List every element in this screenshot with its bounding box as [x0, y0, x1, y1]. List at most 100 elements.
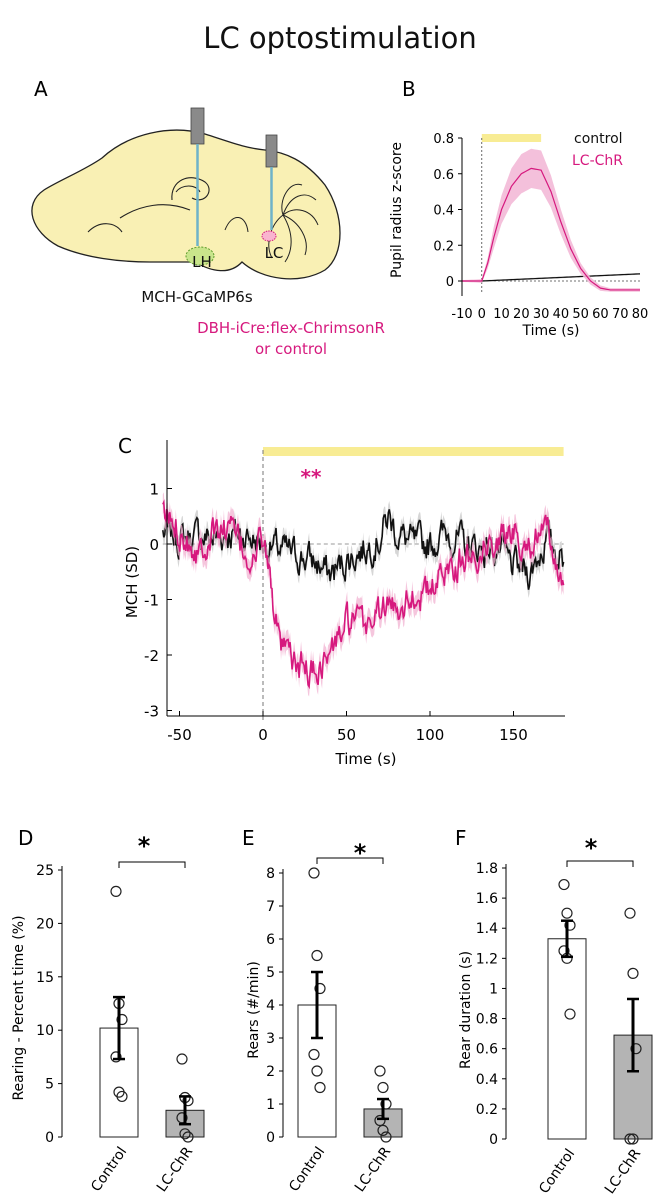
f-ytick-label: 0.8: [476, 1012, 498, 1028]
f-bar-control: [547, 938, 587, 1140]
panel-b-ytick-label: 0.2: [433, 239, 454, 254]
panel-b-xtick-label: 30: [533, 307, 550, 322]
d-point: [176, 1112, 188, 1124]
e-point: [374, 1114, 386, 1127]
panel-c-ytick-label: -2: [144, 647, 159, 665]
f-ytick-label: 1.6: [476, 891, 498, 907]
f-point: [624, 907, 636, 919]
e-point: [314, 982, 326, 995]
f-ytick-label: 0.6: [476, 1042, 498, 1058]
panel-c-ytick-label: 0: [149, 536, 159, 554]
f-ytick-label: 1: [489, 981, 498, 997]
d-point: [179, 1128, 191, 1140]
e-bar-control: [297, 1004, 337, 1138]
panel-c-ytick-label: -3: [144, 703, 159, 721]
f-point: [561, 907, 573, 919]
panel-e-ylabel: Rears (#/min): [246, 961, 262, 1059]
e-point: [311, 1065, 323, 1077]
e-ytick-label: 1: [266, 1097, 275, 1113]
d-category-label: LC-ChR: [154, 1144, 197, 1195]
panel-b-xtick-label: -10: [451, 307, 472, 322]
f-ytick-label: 1.8: [476, 861, 498, 877]
panel-b: B 0 0.2 0.4 0.6 0.8 -10 0 10 20 30 40 50 60 70 80 Pupi…: [389, 77, 648, 339]
panel-d: D 0 5 10 15 20 25 Control LC-ChR Rearing - Perc…: [11, 826, 205, 1195]
f-point: [627, 967, 639, 979]
panel-c: C 1 0 -1 -2 -3 -50 0 50 100 150 MCH (SD) Time (s)…: [118, 434, 565, 768]
panel-e-significance: *: [354, 839, 367, 867]
panel-d-ylabel: Rearing - Percent time (%): [11, 915, 27, 1100]
e-sig-bracket: [316, 857, 384, 864]
panel-letter-d: D: [18, 826, 33, 850]
d-point: [116, 1013, 128, 1026]
d-point: [110, 885, 122, 897]
panel-b-ytick-label: 0.6: [433, 168, 454, 183]
panel-c-ylabel: MCH (SD): [123, 546, 141, 618]
e-ytick-label: 6: [266, 932, 275, 948]
panel-b-xlabel: Time (s): [522, 323, 580, 339]
f-ytick-label: 1.4: [476, 921, 498, 937]
e-ytick-label: 5: [266, 965, 275, 981]
brain-contour-2: [87, 223, 123, 233]
panel-f-significance: *: [585, 834, 598, 862]
d-ytick-label: 0: [45, 1130, 54, 1146]
e-ytick-label: 3: [266, 1031, 275, 1047]
panel-b-xtick-label: 20: [513, 307, 530, 322]
d-point: [176, 1053, 188, 1065]
d-point: [110, 1051, 122, 1063]
panel-c-xtick-label: 150: [499, 726, 528, 744]
hippocampus-contour: [171, 177, 210, 201]
panel-c-plot: 1 0 -1 -2 -3 -50 0 50 100 150: [144, 440, 565, 744]
panel-b-xtick-label: 10: [493, 307, 510, 322]
midbrain-contour: [224, 217, 249, 233]
e-ytick-label: 2: [266, 1064, 275, 1080]
f-ytick-label: 0: [489, 1132, 498, 1148]
panel-b-legend-control: control: [574, 131, 623, 147]
panel-b-xtick-label: 0: [478, 307, 486, 322]
panel-c-significance: **: [301, 465, 322, 489]
panel-b-ytick-label: 0: [446, 275, 454, 290]
lc-fiber-ferrule: [265, 134, 278, 168]
panel-letter-f: F: [455, 826, 467, 850]
panel-b-ylabel: Pupil radius z-score: [389, 142, 405, 278]
mch-gcamp-label: MCH-GCaMP6s: [141, 288, 252, 306]
panel-c-xlabel: Time (s): [335, 750, 397, 768]
f-ytick-label: 0.4: [476, 1072, 498, 1088]
brain-contour-1: [119, 204, 191, 219]
panel-c-ytick-label: -1: [144, 592, 159, 610]
panel-b-xtick-label: 50: [572, 307, 589, 322]
f-ytick-label: 1.2: [476, 951, 498, 967]
d-ytick-label: 5: [45, 1077, 54, 1093]
f-point: [564, 1008, 576, 1020]
panel-c-stim-bar: [263, 447, 564, 456]
d-point: [116, 1090, 128, 1103]
f-point: [624, 1133, 636, 1145]
panel-c-xtick-label: 100: [416, 726, 445, 744]
cerebellum-foliation: [268, 183, 319, 263]
f-ytick-label: 0.2: [476, 1102, 498, 1118]
panel-letter-e: E: [242, 826, 255, 850]
panel-d-plot: 0 5 10 15 20 25 Control LC-ChR: [36, 861, 205, 1195]
d-sig-bracket: [118, 861, 186, 868]
panel-c-line-control: [162, 509, 565, 590]
f-category-label: LC-ChR: [602, 1146, 645, 1197]
panel-c-sem-control: [162, 501, 564, 598]
e-ytick-label: 8: [266, 866, 275, 882]
panel-c-ytick-label: 1: [149, 481, 159, 499]
e-point: [308, 867, 320, 879]
e-category-label: LC-ChR: [352, 1144, 395, 1195]
panel-b-plot: 0 0.2 0.4 0.6 0.8 -10 0 10 20 30 40 50 60 70 80: [433, 132, 648, 322]
panel-b-xtick-label: 60: [592, 307, 609, 322]
figure-title: LC optostimulation: [203, 21, 476, 55]
panel-c-sem-lc: [162, 492, 564, 697]
panel-b-xtick-label: 70: [612, 307, 629, 322]
d-ytick-label: 15: [36, 970, 54, 986]
d-category-label: Control: [88, 1144, 130, 1195]
brain-outline: [31, 129, 341, 280]
lh-fiber-ferrule: [190, 107, 205, 145]
f-category-label: Control: [536, 1146, 578, 1197]
e-point: [314, 1081, 326, 1094]
e-point: [380, 1131, 392, 1143]
panel-b-xtick-label: 40: [553, 307, 570, 322]
panel-a: A LH LC MCH-GCaMP6s DBH-iCre:flex-Chrims…: [31, 77, 385, 358]
